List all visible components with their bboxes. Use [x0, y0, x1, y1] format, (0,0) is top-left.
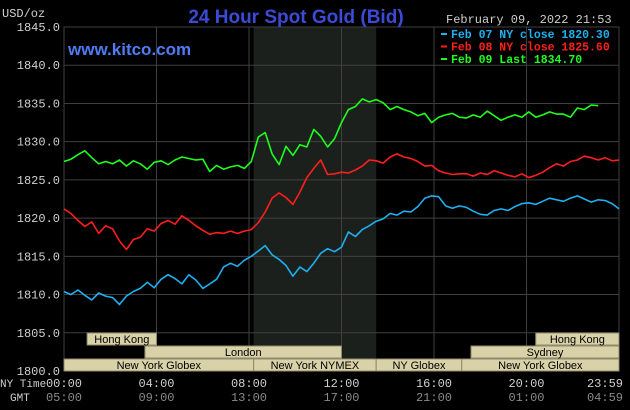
legend-entry: Feb 08 NY close 1825.60 [451, 42, 610, 55]
y-tick-label: 1800.0 [17, 365, 60, 379]
x-tick-label-gmt: 04:59 [587, 391, 623, 405]
x-tick-label-gmt: 01:00 [508, 391, 544, 405]
x-tick-label-gmt: 09:00 [138, 391, 174, 405]
x-tick-label-ny: 12:00 [323, 377, 359, 391]
x-tick-label-ny: 20:00 [508, 377, 544, 391]
session-bar: Hong Kong [535, 332, 620, 346]
x-axis-gmt-label: GMT [10, 393, 30, 405]
x-tick-label-ny: 08:00 [231, 377, 267, 391]
series-line-2 [63, 153, 620, 251]
series-line-1 [63, 195, 620, 306]
y-tick-label: 1840.0 [17, 59, 60, 73]
y-axis-ticks: 1845.0 1840.0 1835.0 1830.0 1825.0 1820.0 1815… [17, 21, 60, 379]
y-tick-label: 1845.0 [17, 21, 60, 35]
x-tick-label-gmt: 13:00 [231, 391, 267, 405]
session-bar: NY Globex [375, 358, 463, 372]
session-bar-fill [470, 345, 620, 359]
session-bar-fill [86, 332, 157, 346]
x-tick-label-ny: 23:59 [587, 377, 623, 391]
brand-link[interactable]: www.kitco.com [67, 40, 191, 59]
session-bar: Hong Kong [86, 332, 157, 346]
session-label: Sydney [527, 347, 564, 359]
session-bar: New York Globex [63, 358, 255, 372]
x-axis-ny-label: NY Time [0, 379, 46, 391]
session-bar: New York Globex [461, 358, 620, 372]
x-tick-label-ny: 16:00 [416, 377, 452, 391]
x-tick-label-ny: 00:00 [46, 377, 82, 391]
session-label: NY Globex [392, 360, 445, 372]
price-series [63, 98, 620, 306]
session-bar-fill [461, 358, 620, 372]
session-bar-fill [535, 332, 620, 346]
y-tick-label: 1815.0 [17, 250, 60, 264]
y-tick-label: 1820.0 [17, 212, 60, 226]
legend-entry: Feb 09 Last 1834.70 [451, 54, 582, 67]
y-tick-label: 1810.0 [17, 289, 60, 303]
series-line-3 [63, 98, 599, 173]
y-tick-label: 1825.0 [17, 174, 60, 188]
session-label: Hong Kong [94, 334, 149, 346]
chart-title: 24 Hour Spot Gold (Bid) [188, 7, 403, 28]
y-tick-label: 1805.0 [17, 327, 60, 341]
session-label: New York Globex [117, 360, 202, 372]
session-label: London [225, 347, 262, 359]
session-bar: New York NYMEX [253, 358, 377, 372]
session-label: Hong Kong [550, 334, 605, 346]
x-tick-label-gmt: 21:00 [416, 391, 452, 405]
y-axis-unit-label: USD/oz [2, 7, 45, 21]
timestamp: February 09, 2022 21:53 [446, 13, 612, 27]
session-label: New York Globex [498, 360, 583, 372]
session-label: New York NYMEX [271, 360, 360, 372]
legend-entry: Feb 07 NY close 1820.30 [451, 29, 610, 42]
y-tick-label: 1835.0 [17, 97, 60, 111]
session-bar-fill [144, 345, 342, 359]
session-bar: Sydney [470, 345, 620, 359]
x-tick-label-ny: 04:00 [138, 377, 174, 391]
x-tick-label-gmt: 05:00 [46, 391, 82, 405]
x-tick-label-gmt: 17:00 [323, 391, 359, 405]
session-bar: London [144, 345, 342, 359]
grid-lines [63, 26, 620, 372]
ny-session-shade [253, 27, 377, 371]
y-tick-label: 1830.0 [17, 136, 60, 150]
